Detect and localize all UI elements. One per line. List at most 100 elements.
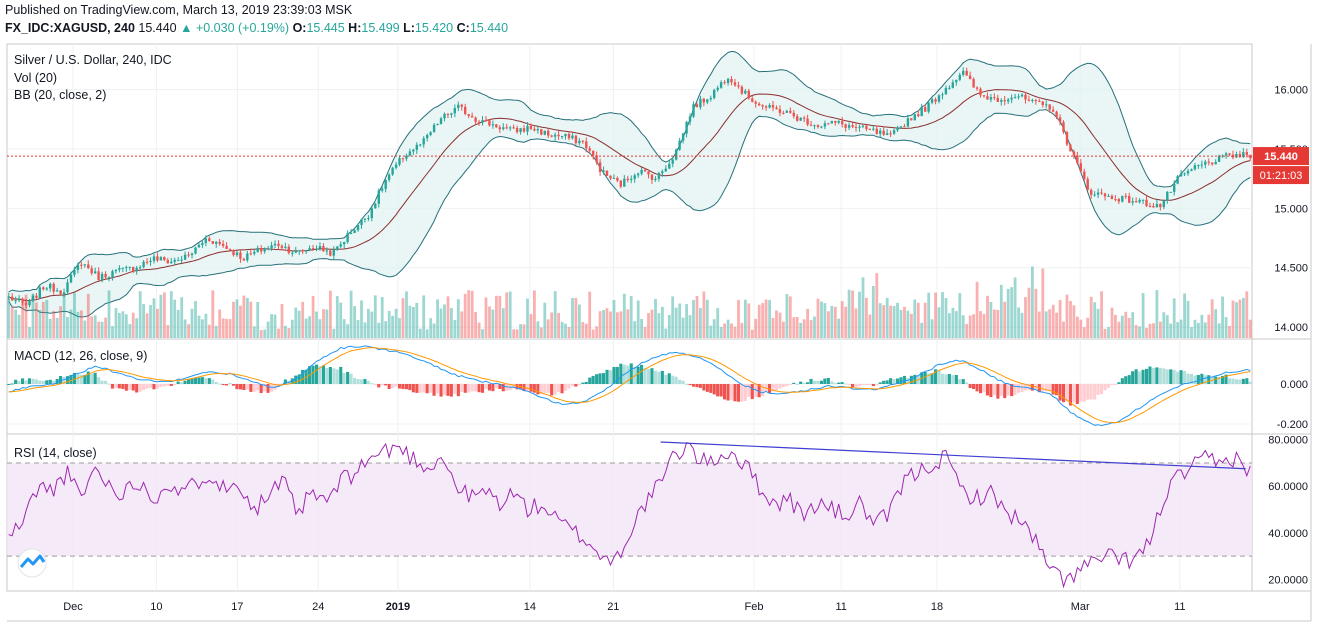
macd-histogram-bar <box>951 375 955 384</box>
candle-body <box>377 190 380 204</box>
macd-histogram-bar <box>7 384 11 385</box>
candle-body <box>177 259 180 261</box>
macd-histogram-bar <box>1183 370 1187 384</box>
candle-body <box>796 116 799 121</box>
macd-histogram-bar <box>501 384 505 392</box>
volume-bar <box>41 301 45 338</box>
macd-histogram-bar <box>252 384 256 392</box>
x-tick-label: 24 <box>312 601 324 613</box>
volume-bar <box>128 324 132 338</box>
volume-bar <box>979 311 982 338</box>
candle-body <box>723 82 726 84</box>
candle-body <box>834 120 837 123</box>
macd-histogram-bar <box>1044 384 1048 392</box>
macd-histogram-bar <box>1096 384 1100 395</box>
volume-bar <box>28 327 31 338</box>
macd-histogram-bar <box>328 367 332 384</box>
macd-histogram-bar <box>404 384 408 390</box>
candle-body <box>325 250 329 252</box>
candle-body <box>820 126 823 128</box>
candle-body <box>778 109 782 113</box>
macd-histogram-bar <box>339 366 343 384</box>
candle-body <box>1217 155 1221 162</box>
candle-body <box>1238 154 1242 157</box>
macd-histogram-bar <box>761 384 765 397</box>
macd-histogram-bar <box>1155 367 1159 384</box>
candle-body <box>536 129 539 131</box>
macd-histogram-bar <box>844 383 848 385</box>
macd-histogram-bar <box>1065 384 1069 402</box>
candle-body <box>474 117 477 122</box>
macd-histogram-bar <box>335 369 339 384</box>
volume-bar <box>491 309 495 338</box>
candle-body <box>892 130 896 134</box>
macd-histogram-bar <box>536 384 540 395</box>
candle-body <box>879 130 882 134</box>
macd-histogram-bar <box>688 384 692 386</box>
candle-body <box>498 127 501 130</box>
volume-bar <box>699 307 702 338</box>
candle-body <box>197 245 201 248</box>
volume-bar <box>363 322 367 338</box>
candle-body <box>962 70 965 75</box>
volume-bar <box>581 322 585 338</box>
macd-histogram-bar <box>999 384 1003 396</box>
macd-histogram-bar <box>678 379 682 384</box>
macd-histogram-bar <box>474 384 478 392</box>
volume-bar <box>280 303 284 338</box>
macd-histogram-bar <box>743 384 747 401</box>
macd-histogram-bar <box>72 373 76 384</box>
symbol-name[interactable]: FX_IDC:XAGUSD, 240 <box>5 21 135 35</box>
volume-bar <box>830 305 834 338</box>
macd-histogram-bar <box>726 384 730 401</box>
candle-body <box>726 78 730 83</box>
candle-body <box>965 70 968 76</box>
volume-bar <box>1179 319 1183 338</box>
macd-histogram-bar <box>259 384 263 394</box>
macd-histogram-bar <box>1027 384 1031 391</box>
volume-bar <box>1228 326 1231 338</box>
macd-histogram-bar <box>1055 384 1059 396</box>
volume-bar <box>418 328 422 338</box>
volume-bar <box>35 302 38 338</box>
candle-body <box>242 258 246 261</box>
volume-bar <box>920 322 924 338</box>
candle-body <box>419 144 422 146</box>
volume-bar <box>1248 319 1252 338</box>
macd-histogram-bar <box>698 384 702 388</box>
macd-histogram-bar <box>342 372 346 384</box>
candle-body <box>149 260 152 262</box>
volume-bar <box>899 309 903 338</box>
volume-bar <box>225 318 228 338</box>
candle-body <box>495 124 498 128</box>
y-tick-label: 40.0000 <box>1268 528 1308 540</box>
candle-body <box>145 261 149 263</box>
volume-bar <box>266 321 270 338</box>
volume-bar <box>716 308 720 338</box>
macd-histogram-bar <box>494 384 498 389</box>
candle-body <box>336 246 339 250</box>
volume-bar <box>574 298 578 338</box>
y-tick-label: 80.0000 <box>1268 435 1308 447</box>
candle-body <box>806 118 809 125</box>
volume-bar <box>778 312 782 338</box>
volume-bar <box>640 319 643 338</box>
candle-body <box>159 257 163 261</box>
candle-body <box>1179 173 1183 177</box>
volume-bar <box>868 314 872 338</box>
volume-bar <box>1027 287 1031 338</box>
volume-bar <box>553 291 557 338</box>
volume-bar <box>764 299 768 338</box>
volume-bar <box>865 297 868 338</box>
macd-histogram-bar <box>498 384 502 389</box>
candle-body <box>934 99 937 102</box>
macd-histogram-bar <box>297 374 301 384</box>
macd-histogram-bar <box>754 384 758 397</box>
macd-histogram-bar <box>826 378 830 384</box>
volume-bar <box>183 319 187 338</box>
macd-histogram-bar <box>380 384 384 386</box>
candle-body <box>1200 164 1203 166</box>
volume-bar <box>318 319 322 338</box>
candle-body <box>581 140 584 142</box>
